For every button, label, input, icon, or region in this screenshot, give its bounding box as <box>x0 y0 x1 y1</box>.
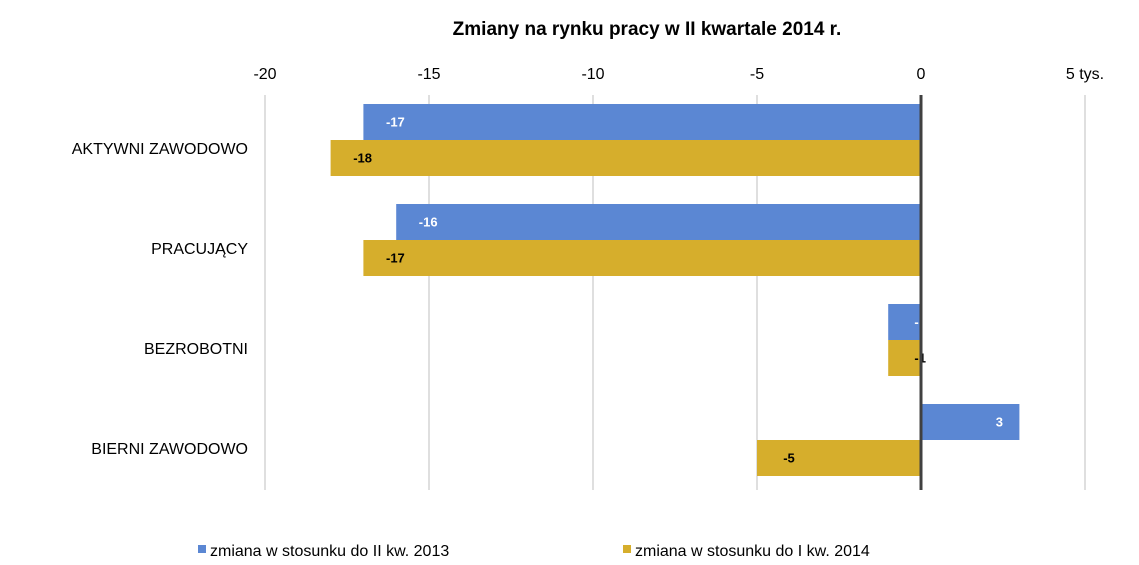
value-label: -18 <box>353 150 372 165</box>
category-label: BIERNI ZAWODOWO <box>91 441 248 458</box>
x-tick-label: 0 <box>917 66 926 83</box>
bar <box>396 204 921 240</box>
category-label: AKTYWNI ZAWODOWO <box>72 141 248 158</box>
x-tick-label: 5 tys. <box>1066 66 1104 83</box>
bar <box>757 440 921 476</box>
category-label: PRACUJĄCY <box>151 241 248 258</box>
bar <box>888 340 921 376</box>
bar <box>363 240 921 276</box>
legend-label: zmiana w stosunku do II kw. 2013 <box>210 543 449 560</box>
bar <box>330 140 922 176</box>
x-tick-label: -10 <box>581 66 604 83</box>
value-label: -17 <box>386 250 405 265</box>
legend-swatch <box>198 545 206 553</box>
value-label: -5 <box>783 450 795 465</box>
value-label: 3 <box>996 414 1003 429</box>
chart-title: Zmiany na rynku pracy w II kwartale 2014… <box>453 19 842 40</box>
x-tick-label: -15 <box>417 66 440 83</box>
legend-label: zmiana w stosunku do I kw. 2014 <box>635 543 870 560</box>
value-label: -17 <box>386 114 405 129</box>
bar <box>921 404 1020 440</box>
bar <box>888 304 921 340</box>
x-tick-label: -20 <box>253 66 276 83</box>
x-tick-label: -5 <box>750 66 764 83</box>
category-label: BEZROBOTNI <box>144 341 248 358</box>
value-label: -16 <box>419 214 438 229</box>
bar <box>363 104 921 140</box>
legend-swatch <box>623 545 631 553</box>
